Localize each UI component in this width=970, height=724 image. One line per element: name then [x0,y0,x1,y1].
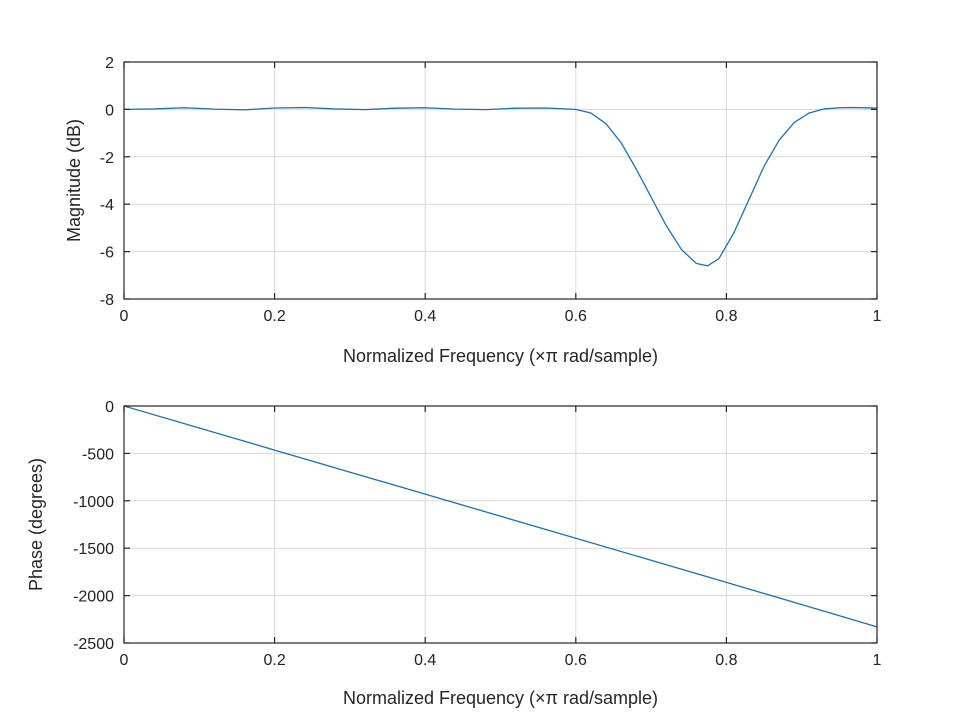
magnitude-xtick-label: 1 [873,308,882,325]
phase-plot: 0 0.2 0.4 0.6 0.8 1 0 -500 -1000 -1500 -2000 -2500 N… [26,399,882,708]
magnitude-xtick-label: 0.6 [565,308,587,325]
magnitude-xtick-label: 0.8 [715,308,737,325]
magnitude-series-line [123,106,878,267]
phase-xtick-label: 0.4 [414,652,436,669]
magnitude-ytick-label: -6 [100,245,114,262]
phase-xtick-label: 0 [120,652,129,669]
phase-axes-frame [123,405,878,644]
phase-ytick-label: -1500 [73,541,114,558]
phase-xtick-label: 0.8 [715,652,737,669]
phase-ytick-label: 0 [105,399,114,416]
magnitude-ytick-label: -8 [100,292,114,309]
phase-ytick-label: -1000 [73,494,114,511]
magnitude-ytick-label: -4 [100,197,114,214]
magnitude-ytick-label: 0 [105,102,114,119]
magnitude-axes-frame [123,61,878,300]
phase-series-line [123,405,878,628]
phase-x-axis-label: Normalized Frequency (×π rad/sample) [343,688,658,708]
phase-xtick-label: 1 [873,652,882,669]
phase-xtick-label: 0.2 [263,652,285,669]
phase-y-axis-label: Phase (degrees) [26,458,46,591]
magnitude-ytick-label: 2 [105,55,114,72]
magnitude-xtick-label: 0.4 [414,308,436,325]
magnitude-x-axis-label: Normalized Frequency (×π rad/sample) [343,346,658,366]
magnitude-xtick-label: 0.2 [263,308,285,325]
magnitude-ytick-label: -2 [100,150,114,167]
phase-ytick-label: -2500 [73,636,114,653]
magnitude-y-axis-label: Magnitude (dB) [64,119,84,242]
magnitude-xtick-label: 0 [120,308,129,325]
phase-ytick-label: -500 [82,446,114,463]
magnitude-plot: 0 0.2 0.4 0.6 0.8 1 2 0 -2 -4 -6 -8 Normalized Frequ… [64,55,882,366]
phase-ytick-label: -2000 [73,589,114,606]
phase-xtick-label: 0.6 [565,652,587,669]
